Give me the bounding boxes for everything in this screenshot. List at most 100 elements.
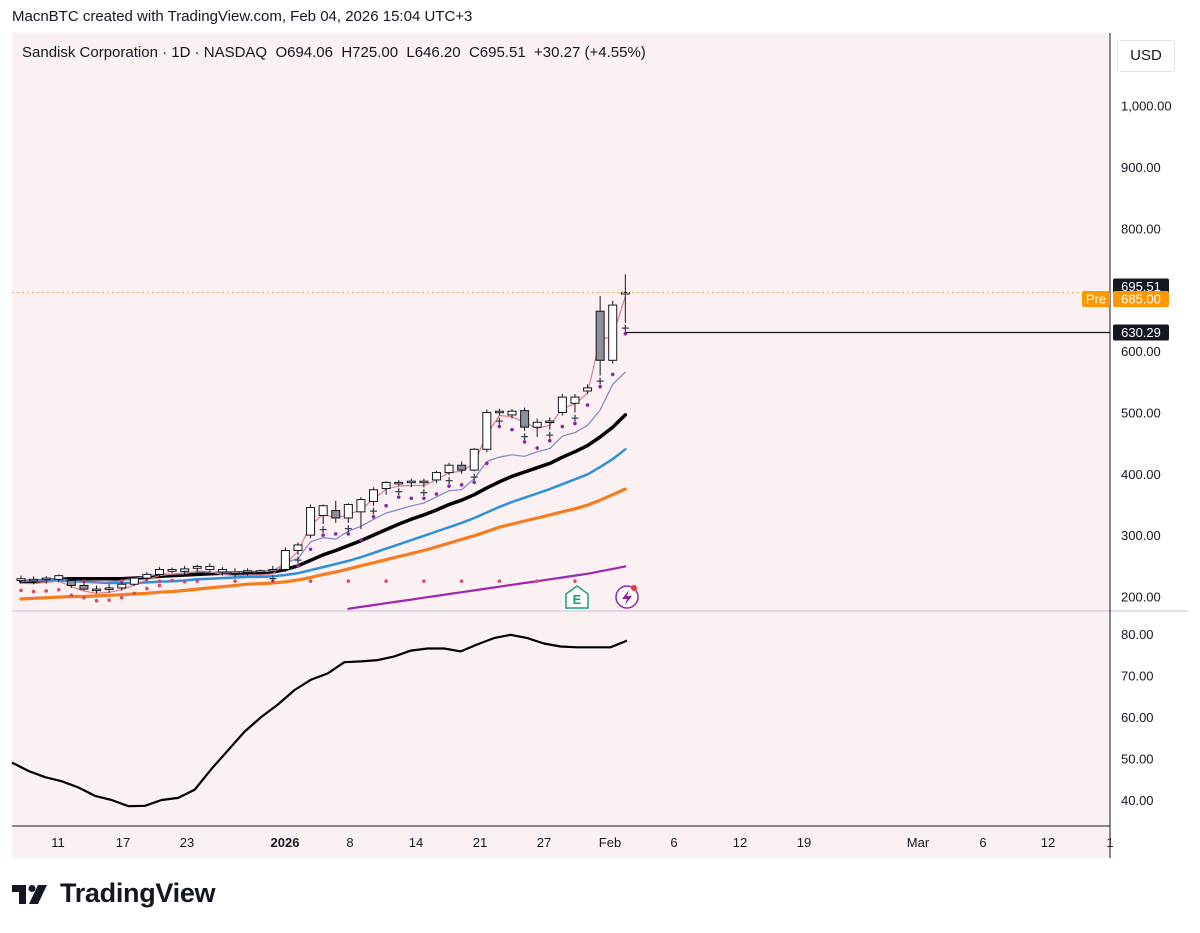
time-tick-label: Mar [907,835,930,850]
signal-dot [560,424,565,429]
legend-change: +30.27 (+4.55%) [534,44,646,61]
signal-dot [132,591,137,596]
oscillator-tick-label: 50.00 [1121,752,1154,767]
candle-body [54,575,64,580]
candle-body [331,510,341,519]
last-price-tag: 695.51 [1121,279,1161,294]
price-axis[interactable] [1110,33,1188,858]
candle-body [268,569,278,572]
currency-button[interactable]: USD [1117,40,1175,72]
signal-dot [497,579,502,583]
lightning-icon [622,590,632,605]
time-tick-label: 6 [670,835,677,850]
signal-dot [573,421,577,426]
price-tick-label: 600.00 [1121,344,1161,359]
time-tick-label: Feb [599,835,621,850]
cross-marker: + [419,486,428,499]
signal-dot [308,547,313,552]
candle-body [104,587,114,590]
time-tick-label: 2026 [271,835,300,850]
price-tick-label: 900.00 [1121,160,1161,175]
signal-dot [182,579,187,584]
candle-body [16,578,26,582]
candle-body [129,577,139,585]
brand-name: TradingView [60,878,216,908]
candle-body [180,568,190,572]
oscillator-tick-label: 80.00 [1121,627,1154,642]
candle-body [343,503,353,519]
candle-body [369,489,379,502]
price-tick-label: 400.00 [1121,467,1161,482]
cross-marker: + [596,375,605,388]
signal-dot [522,440,527,444]
candle-body [406,480,416,484]
short-ma-line [20,371,626,584]
signal-dot [434,492,439,496]
tradingview-brand[interactable]: TradingView [12,878,216,909]
earnings-icon-letter: E [573,592,582,607]
signal-dot [510,427,514,432]
chart-legend: Sandisk Corporation · 1D · NASDAQ O694.0… [22,44,646,61]
signal-dot [396,495,401,499]
cross-marker: + [444,474,453,487]
signal-dot [485,461,489,466]
signal-dot [585,403,590,407]
signal-dot [69,593,74,598]
cross-marker: + [319,523,328,536]
signal-dot [296,564,300,568]
cross-marker: + [520,430,529,443]
ray-price-tag-bg [1113,324,1169,341]
ema-line [19,487,627,601]
candle-body [507,410,517,416]
time-tick-label: 27 [537,835,551,850]
notification-dot [631,585,637,591]
cross-marker: + [621,322,630,335]
signal-dot [56,587,61,592]
candle-body [595,310,605,361]
psar-trail-line [20,296,626,595]
candle-body [280,549,290,571]
signal-dot [447,484,451,488]
signal-dot [535,579,539,583]
signal-dot [422,496,426,501]
price-tick-label: 1,000.00 [1121,99,1172,114]
signal-dot [170,578,174,583]
signal-dot [535,446,539,450]
candle-body [117,583,127,589]
candle-body [419,480,429,484]
chart-panel[interactable] [12,33,1110,858]
cross-marker: + [570,411,579,424]
candle-body [167,569,177,572]
time-tick-label: 11 [51,835,65,850]
signal-dot [497,424,502,429]
signal-dot [271,579,275,583]
candle-body [444,464,454,474]
candle-body [293,544,303,551]
candle-body [608,304,618,361]
candle-body [482,411,492,450]
signal-dot [333,532,338,536]
oscillator-tick-label: 40.00 [1121,793,1154,808]
candle-body [494,410,504,414]
tradingview-logo-icon [12,884,47,904]
signal-dot [119,595,124,600]
attribution-text: MacnBTC created with TradingView.com, Fe… [12,8,473,25]
signal-dot [321,533,325,537]
signal-dot [107,598,111,602]
signal-dot [598,384,602,389]
candle-body [583,387,593,392]
signal-dot [610,372,615,377]
signal-dot [346,579,351,583]
candle-body [66,580,76,586]
signal-dot [308,579,313,583]
signal-dot [547,438,552,443]
candle-body [243,570,253,573]
candle-body [205,565,215,571]
signal-dot [422,579,426,583]
candle-body [217,569,227,573]
premarket-label-tag-bg [1082,290,1110,307]
signal-dot [346,532,351,536]
earnings-icon [565,585,589,609]
time-tick-label: 1 [1106,835,1113,850]
